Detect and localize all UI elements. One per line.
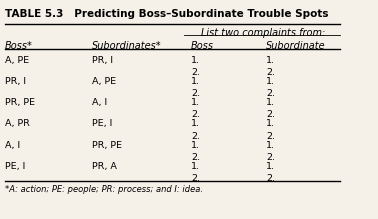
Text: Subordinates*: Subordinates* xyxy=(92,41,161,51)
Text: 1.
2.: 1. 2. xyxy=(191,162,200,183)
Text: 1.
2.: 1. 2. xyxy=(266,77,275,98)
Text: 1.
2.: 1. 2. xyxy=(191,98,200,119)
Text: PR, I: PR, I xyxy=(5,77,26,86)
Text: A, PR: A, PR xyxy=(5,119,30,129)
Text: PR, I: PR, I xyxy=(92,56,113,65)
Text: 1.
2.: 1. 2. xyxy=(266,119,275,141)
Text: 1.
2.: 1. 2. xyxy=(191,56,200,77)
Text: 1.
2.: 1. 2. xyxy=(191,119,200,141)
Text: 1.
2.: 1. 2. xyxy=(191,77,200,98)
Text: List two complaints from:: List two complaints from: xyxy=(201,28,325,38)
Text: *A: action; PE: people; PR: process; and I: idea.: *A: action; PE: people; PR: process; and… xyxy=(5,185,203,194)
Text: 1.
2.: 1. 2. xyxy=(266,56,275,77)
Text: PE, I: PE, I xyxy=(5,162,25,171)
Text: Boss: Boss xyxy=(191,41,214,51)
Text: PE, I: PE, I xyxy=(92,119,112,129)
Text: 1.
2.: 1. 2. xyxy=(266,141,275,162)
Text: PR, A: PR, A xyxy=(92,162,117,171)
Text: TABLE 5.3   Predicting Boss–Subordinate Trouble Spots: TABLE 5.3 Predicting Boss–Subordinate Tr… xyxy=(5,9,328,19)
Text: A, I: A, I xyxy=(92,98,107,107)
Text: 1.
2.: 1. 2. xyxy=(266,162,275,183)
Text: 1.
2.: 1. 2. xyxy=(266,98,275,119)
Text: Subordinate: Subordinate xyxy=(266,41,326,51)
Text: A, I: A, I xyxy=(5,141,20,150)
Text: PR, PE: PR, PE xyxy=(5,98,35,107)
Text: Boss*: Boss* xyxy=(5,41,33,51)
Text: A, PE: A, PE xyxy=(5,56,29,65)
Text: 1.
2.: 1. 2. xyxy=(191,141,200,162)
Text: PR, PE: PR, PE xyxy=(92,141,122,150)
Text: A, PE: A, PE xyxy=(92,77,116,86)
